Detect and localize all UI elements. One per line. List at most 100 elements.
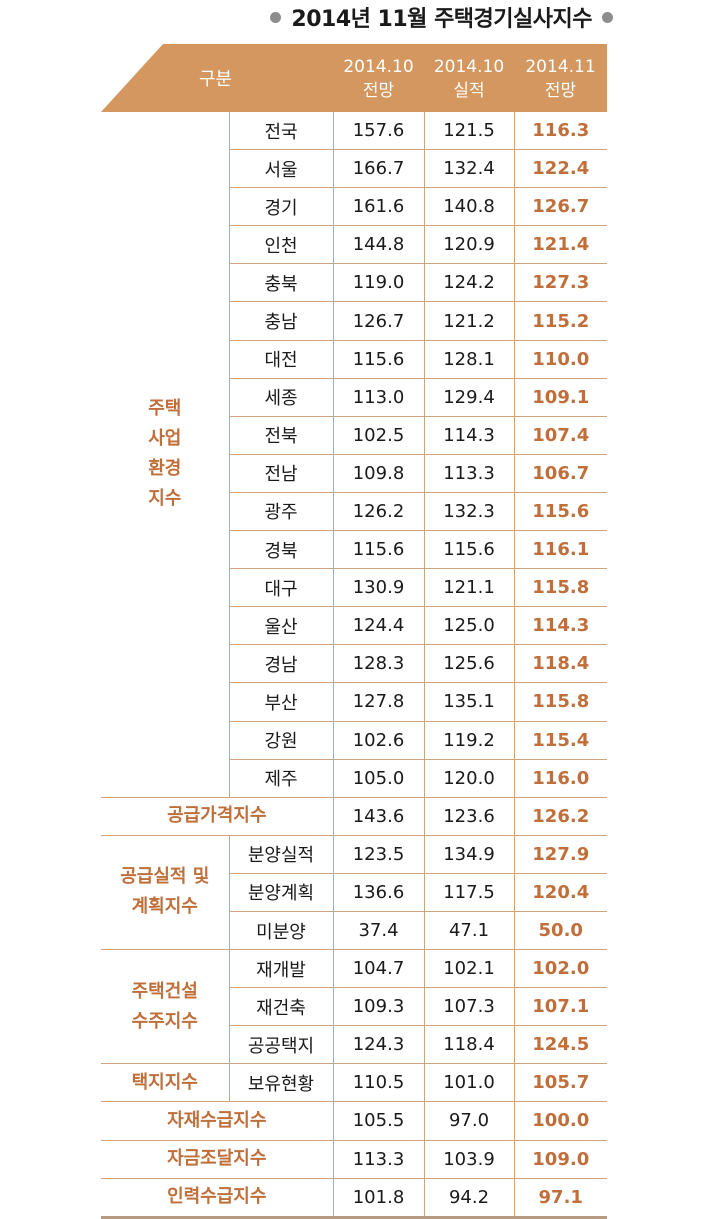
group-category: 주택 사업 환경 지수 [101, 112, 230, 798]
table-row: 인천 144.8 120.9 121.4 [101, 225, 607, 265]
value-oct-actual: 120.9 [424, 225, 515, 265]
table-row: 강원 102.6 119.2 115.4 [101, 721, 607, 760]
value-oct-actual: 124.2 [424, 263, 515, 303]
value-oct-actual: 120.0 [424, 759, 515, 798]
table-row: 주택건설 수주지수 재개발 104.7 102.1 102.0 [101, 949, 607, 1065]
value-oct-actual: 47.1 [424, 911, 515, 951]
header-col-2-year: 2014.10 [433, 57, 505, 77]
value-nov-forecast: 118.4 [513, 644, 607, 684]
value-oct-actual: 140.8 [424, 187, 515, 227]
value-oct-actual: 118.4 [424, 1025, 515, 1065]
value-oct-actual: 134.9 [424, 835, 515, 874]
value-oct-forecast: 113.3 [333, 1140, 425, 1179]
data-table: 주택 사업 환경 지수 전국 157.6 121.5 116.3 서울 166.7 132.4… [101, 112, 607, 1219]
value-oct-forecast: 126.2 [333, 492, 425, 532]
value-nov-forecast: 115.8 [513, 682, 607, 722]
row-label: 미분양 [229, 911, 334, 951]
value-oct-forecast: 128.3 [333, 644, 425, 684]
value-oct-actual: 121.1 [424, 568, 515, 608]
row-label: 대구 [229, 568, 334, 608]
value-oct-forecast: 105.0 [333, 759, 425, 798]
value-oct-forecast: 104.7 [333, 949, 425, 989]
table-row: 공급실적 및 계획지수 분양실적 123.5 134.9 127.9 [101, 835, 607, 951]
group-category: 자금조달지수 [101, 1140, 334, 1179]
value-oct-actual: 119.2 [424, 721, 515, 760]
row-label: 제주 [229, 759, 334, 798]
value-nov-forecast: 116.3 [513, 112, 607, 151]
value-oct-actual: 117.5 [424, 873, 515, 912]
title-bar: 2014년 11월 주택경기실사지수 [0, 0, 709, 34]
value-nov-forecast: 50.0 [513, 911, 607, 951]
value-nov-forecast: 116.1 [513, 530, 607, 570]
row-label: 충북 [229, 263, 334, 303]
value-nov-forecast: 107.4 [513, 416, 607, 455]
value-nov-forecast: 127.3 [513, 263, 607, 303]
value-oct-actual: 94.2 [424, 1178, 515, 1219]
row-label: 경북 [229, 530, 334, 570]
table-row: 재건축 109.3 107.3 107.1 [101, 987, 607, 1027]
header-col-2-type: 실적 [453, 81, 485, 101]
value-oct-forecast: 123.5 [333, 835, 425, 874]
group-category: 공급실적 및 계획지수 [101, 835, 230, 951]
value-nov-forecast: 115.2 [513, 301, 607, 341]
header-col-2: 2014.10 실적 [424, 52, 514, 106]
table-row: 미분양 37.4 47.1 50.0 [101, 911, 607, 951]
table-row: 대구 130.9 121.1 115.8 [101, 568, 607, 608]
value-oct-forecast: 109.8 [333, 454, 425, 493]
value-oct-actual: 102.1 [424, 949, 515, 989]
value-nov-forecast: 114.3 [513, 606, 607, 646]
value-oct-actual: 97.0 [424, 1101, 515, 1141]
value-oct-actual: 125.6 [424, 644, 515, 684]
table-row: 서울 166.7 132.4 122.4 [101, 149, 607, 189]
value-oct-forecast: 105.5 [333, 1101, 425, 1141]
row-label: 울산 [229, 606, 334, 646]
row-label: 전남 [229, 454, 334, 493]
row-label: 서울 [229, 149, 334, 189]
table-row: 세종 113.0 129.4 109.1 [101, 378, 607, 417]
value-nov-forecast: 100.0 [513, 1101, 607, 1141]
table-row: 광주 126.2 132.3 115.6 [101, 492, 607, 532]
value-nov-forecast: 126.7 [513, 187, 607, 227]
bullet-dot-icon [270, 11, 282, 23]
value-oct-forecast: 115.6 [333, 340, 425, 379]
table-row: 충남 126.7 121.2 115.2 [101, 301, 607, 341]
value-oct-forecast: 157.6 [333, 112, 425, 151]
value-oct-actual: 129.4 [424, 378, 515, 417]
row-label: 세종 [229, 378, 334, 417]
value-oct-forecast: 124.3 [333, 1025, 425, 1065]
value-oct-actual: 123.6 [424, 797, 515, 836]
header-col-3-year: 2014.11 [525, 57, 596, 77]
value-oct-forecast: 113.0 [333, 378, 425, 417]
table-row: 전북 102.5 114.3 107.4 [101, 416, 607, 455]
row-label: 광주 [229, 492, 334, 532]
row-label: 강원 [229, 721, 334, 760]
table-row: 분양계획 136.6 117.5 120.4 [101, 873, 607, 912]
value-nov-forecast: 122.4 [513, 149, 607, 189]
table-row: 자재수급지수 105.5 97.0 100.0 [101, 1101, 607, 1141]
value-oct-forecast: 144.8 [333, 225, 425, 265]
value-oct-forecast: 109.3 [333, 987, 425, 1027]
value-nov-forecast: 115.4 [513, 721, 607, 760]
table-row: 택지지수 보유현황 110.5 101.0 105.7 [101, 1063, 607, 1103]
row-label: 대전 [229, 340, 334, 379]
value-oct-actual: 115.6 [424, 530, 515, 570]
header-col-1: 2014.10 전망 [333, 52, 424, 106]
table-row: 인력수급지수 101.8 94.2 97.1 [101, 1178, 607, 1219]
value-oct-actual: 125.0 [424, 606, 515, 646]
value-nov-forecast: 106.7 [513, 454, 607, 493]
value-nov-forecast: 115.8 [513, 568, 607, 608]
header-banner [101, 44, 607, 112]
table-row: 울산 124.4 125.0 114.3 [101, 606, 607, 646]
group-category: 공급가격지수 [101, 797, 334, 836]
table-row: 충북 119.0 124.2 127.3 [101, 263, 607, 303]
bullet-dot-icon [602, 11, 613, 23]
value-oct-actual: 113.3 [424, 454, 515, 493]
header-col-1-year: 2014.10 [343, 57, 414, 77]
value-nov-forecast: 109.0 [513, 1140, 607, 1179]
table-row: 공급가격지수 143.6 123.6 126.2 [101, 797, 607, 836]
table-row: 부산 127.8 135.1 115.8 [101, 682, 607, 722]
value-nov-forecast: 124.5 [513, 1025, 607, 1065]
value-oct-forecast: 124.4 [333, 606, 425, 646]
group-category: 주택건설 수주지수 [101, 949, 230, 1065]
value-oct-forecast: 37.4 [333, 911, 425, 951]
